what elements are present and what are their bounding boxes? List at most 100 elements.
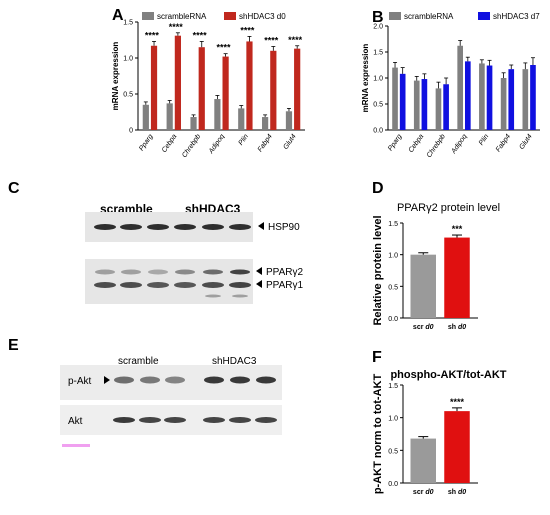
- pparbands-band: [230, 269, 250, 275]
- aktbands-band: [203, 417, 225, 423]
- chartA-bar: [246, 41, 253, 130]
- panel-letter-c: C: [8, 180, 20, 197]
- hsp90bands-band: [174, 224, 196, 230]
- chartB-bar: [435, 88, 442, 130]
- chartB-ytick-label: 2.0: [373, 24, 383, 31]
- paktbands-band: [256, 376, 276, 384]
- pparbands-band: [174, 282, 196, 288]
- blot-c-label-hsp90: HSP90: [268, 222, 300, 233]
- chartA-category-label: Chrebpb: [181, 133, 202, 159]
- chartD-ytick-label: 1.5: [388, 221, 398, 228]
- chartB-category-label: Pparg: [387, 133, 404, 152]
- chartA-bar: [198, 47, 205, 131]
- paktbands-band: [114, 376, 134, 384]
- aktbands-band: [139, 417, 161, 423]
- chartA-category-label: Glut4: [282, 133, 297, 151]
- chartB-legend-label: shHDAC3 d7: [493, 12, 540, 21]
- chartB-ytick-label: 0.0: [373, 128, 383, 135]
- hsp90bands-band: [120, 224, 142, 230]
- chartB-bar: [500, 78, 507, 130]
- chartA-significance: ****: [240, 25, 255, 35]
- hsp90bands-band: [147, 224, 169, 230]
- pparbands-band: [147, 282, 169, 288]
- chartA-category-label: Fabp4: [257, 133, 274, 153]
- pparbands-band: [94, 282, 116, 288]
- chartA-legend-label: shHDAC3 d0: [239, 12, 286, 21]
- chartF-category-label: scr d0: [413, 489, 434, 496]
- hsp90bands-band: [202, 224, 224, 230]
- chartB-ytick-label: 0.5: [373, 102, 383, 109]
- chartA-ytick-label: 0: [129, 128, 133, 135]
- blot-c-hsp90-bands: [94, 224, 251, 230]
- chartB-ytick-label: 1.5: [373, 50, 383, 57]
- chartB-bar: [413, 80, 420, 130]
- pparbands-band: [202, 282, 224, 288]
- paktbands-band: [165, 376, 185, 384]
- pparbands-band: [229, 282, 251, 288]
- chartB-bar: [508, 69, 515, 130]
- chartA-bar: [238, 108, 245, 130]
- chart-d: PPARγ2 protein level 0.0 0.5 1.0 1.5 Relative…: [372, 202, 500, 331]
- panel-letter-d: D: [372, 180, 384, 197]
- pparbands-band: [205, 294, 221, 298]
- chartA-significance: ****: [264, 35, 279, 45]
- chartD-title: PPARγ2 protein level: [397, 202, 500, 214]
- chartA-bar: [150, 45, 158, 131]
- paktbands-band: [140, 376, 160, 384]
- chartA-bar: [270, 50, 277, 130]
- panel-letter-b: B: [372, 9, 384, 26]
- pparbands-band: [175, 269, 195, 275]
- chartA-legend-swatch: [142, 12, 154, 20]
- chartA-bar: [294, 48, 301, 130]
- blot-e-label-akt: Akt: [68, 416, 83, 427]
- chartA-bar: [222, 56, 229, 131]
- chart-f: phospho-AKT/tot-AKT 0.0 0.5 1.0 1.5 p-AKT nor…: [372, 369, 507, 496]
- chartB-bar: [522, 69, 529, 130]
- chartB-bar: [443, 84, 449, 130]
- chartA-bar: [285, 111, 293, 130]
- chartB-category-label: Glut4: [518, 133, 533, 151]
- chartB-category-label: Chrebpb: [426, 133, 447, 159]
- paktbands-band: [204, 376, 224, 384]
- pparbands-band: [203, 269, 223, 275]
- chartB-bar: [530, 65, 536, 130]
- pparbands-band: [121, 269, 141, 275]
- blot-c-hsp90-arrow-icon: [258, 222, 264, 230]
- chartA-category-label: Cebpa: [161, 133, 179, 154]
- pparbands-band: [95, 269, 115, 275]
- blot-c-ppar-bands: [94, 269, 251, 298]
- panel-letter-e: E: [8, 337, 19, 354]
- chartD-significance: ***: [452, 224, 463, 234]
- chartA-significance: ****: [288, 35, 303, 45]
- chartF-ytick-label: 1.0: [388, 416, 398, 423]
- chartB-bar: [479, 63, 485, 130]
- chartB-bar: [465, 61, 471, 130]
- chartF-ytick-label: 0.0: [388, 481, 398, 488]
- chartF-category-label: sh d0: [448, 489, 466, 496]
- chartA-bar: [174, 35, 181, 130]
- chartF-bar: [444, 411, 470, 483]
- chartA-ytick-label: 1.5: [123, 20, 133, 27]
- chartA-ylabel: mRNA expression: [111, 42, 120, 111]
- chart-b: 0.0 0.5 1.0 1.5 2.0 mRNA expression Pparg Cebpa…: [361, 12, 540, 159]
- hsp90bands-band: [94, 224, 116, 230]
- blot-c-ppar2-arrow-icon: [256, 267, 262, 275]
- chartA-bar: [214, 99, 221, 130]
- chartA-significance: ****: [193, 30, 208, 40]
- pparbands-band: [120, 282, 142, 288]
- chartF-title: phospho-AKT/tot-AKT: [390, 369, 506, 381]
- chartA-legend-swatch: [224, 12, 236, 20]
- blot-c-label-ppar2: PPARγ2: [266, 267, 303, 278]
- aktbands-band: [113, 417, 135, 423]
- pparbands-band: [232, 294, 248, 298]
- chartD-category-label: scr d0: [413, 324, 434, 331]
- chartB-ytick-label: 1.0: [373, 76, 383, 83]
- chartD-ylabel: Relative protein level: [372, 215, 384, 325]
- blot-e-group-shhdac3: shHDAC3: [212, 356, 257, 367]
- chartB-bar: [486, 65, 493, 130]
- chartA-bar: [142, 104, 149, 130]
- chartB-bar: [457, 45, 463, 131]
- panel-letter-f: F: [372, 349, 382, 366]
- chartA-significance: ****: [216, 43, 231, 53]
